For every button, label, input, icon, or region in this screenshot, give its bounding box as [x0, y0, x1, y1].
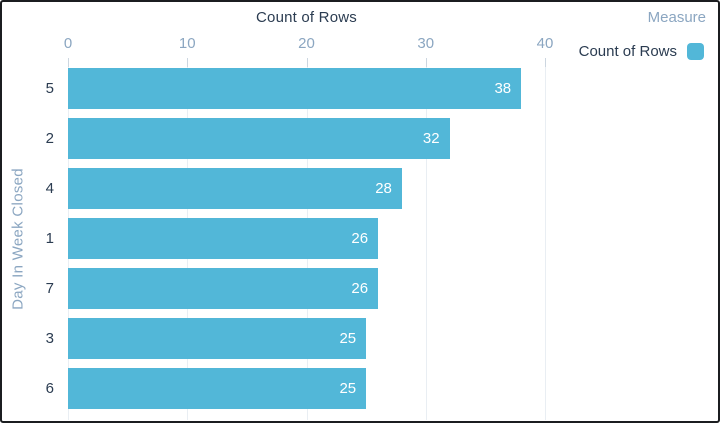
measure-header-label: Measure — [647, 9, 706, 26]
bar[interactable]: 26 — [68, 267, 379, 309]
bar-value-label: 26 — [351, 279, 369, 297]
category-label: 2 — [45, 130, 54, 148]
bar-row: 28 — [68, 164, 545, 214]
legend-label: Count of Rows — [578, 43, 677, 60]
bars-container: 38 32 28 26 26 — [68, 64, 545, 413]
category-label: 7 — [45, 279, 54, 297]
category-label: 6 — [45, 379, 54, 397]
gridline — [425, 58, 427, 420]
bar-row: 26 — [68, 263, 545, 313]
bar[interactable]: 25 — [68, 317, 367, 359]
x-tick-label: 0 — [63, 35, 73, 52]
x-tick-label: 20 — [298, 35, 315, 52]
x-axis-tick-labels: 0 10 20 30 40 — [64, 35, 554, 53]
category-label: 5 — [45, 80, 54, 98]
bar[interactable]: 28 — [68, 168, 402, 210]
x-tick-label: 30 — [417, 35, 435, 52]
bar[interactable]: 25 — [68, 367, 367, 409]
plot-area: 38 32 28 26 26 — [68, 58, 546, 420]
bar[interactable]: 26 — [68, 218, 379, 259]
x-tick-label: 40 — [536, 35, 554, 52]
legend-item[interactable]: Count of Rows — [579, 43, 704, 60]
bar-value-label: 28 — [375, 180, 392, 198]
category-label: 3 — [45, 329, 54, 347]
chart-title: Count of Rows — [256, 9, 357, 26]
y-axis-category-labels: 5 2 4 1 7 3 6 — [2, 64, 54, 413]
x-tick-label: 10 — [178, 35, 196, 52]
bar-row: 38 — [68, 64, 545, 114]
bar-value-label: 25 — [339, 379, 357, 397]
bar-row: 32 — [68, 114, 545, 164]
bar-value-label: 25 — [339, 329, 357, 347]
legend-swatch-icon — [687, 43, 704, 60]
bar[interactable]: 38 — [68, 68, 522, 110]
bar-value-label: 38 — [494, 80, 512, 98]
bar-value-label: 26 — [351, 230, 369, 247]
bar-value-label: 32 — [422, 130, 440, 148]
bar[interactable]: 32 — [68, 118, 450, 160]
bar-row: 25 — [68, 363, 545, 413]
bar-row: 25 — [68, 313, 545, 363]
category-label: 4 — [45, 180, 54, 198]
bar-row: 26 — [68, 214, 545, 264]
category-label: 1 — [45, 230, 54, 247]
gridline — [545, 58, 546, 420]
